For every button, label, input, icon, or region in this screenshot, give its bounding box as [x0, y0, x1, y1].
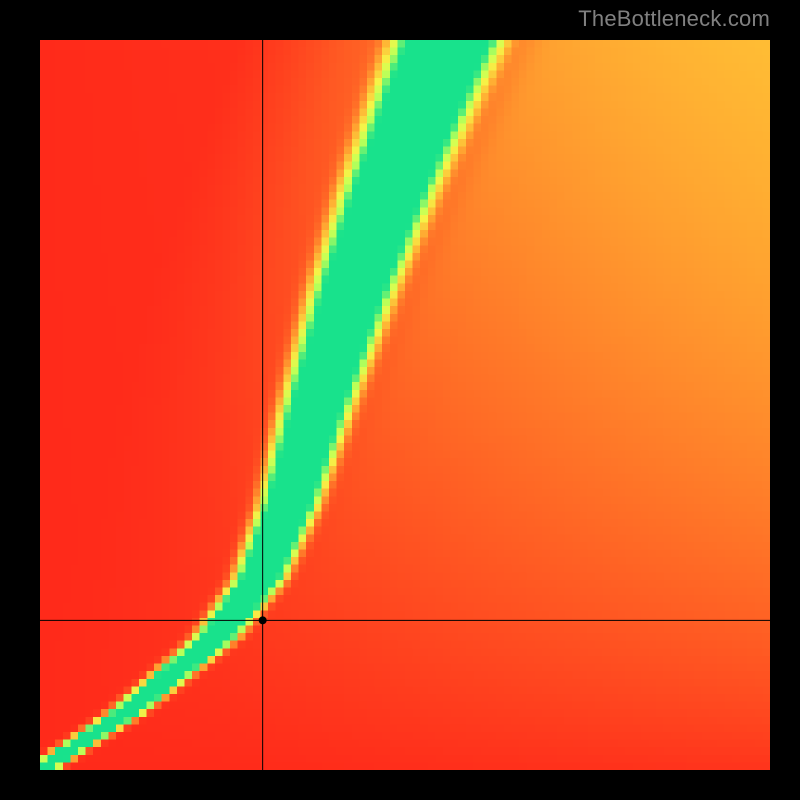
watermark-text: TheBottleneck.com	[578, 6, 770, 32]
heatmap-canvas	[40, 40, 770, 770]
heatmap-plot	[40, 40, 770, 770]
